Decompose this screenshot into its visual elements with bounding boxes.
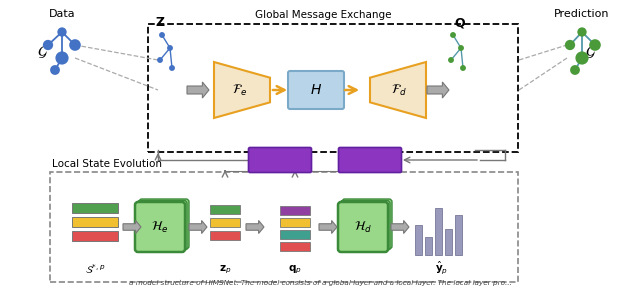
Text: $\mathcal{R}_2$: $\mathcal{R}_2$ — [362, 152, 378, 167]
Bar — [50, 172, 518, 282]
Polygon shape — [123, 220, 141, 233]
Point — [167, 66, 177, 70]
Bar — [210, 231, 240, 240]
Point — [446, 58, 456, 62]
Text: $\mathbf{q}_p$: $\mathbf{q}_p$ — [288, 264, 302, 276]
Text: $\mathbf{Z}$: $\mathbf{Z}$ — [155, 16, 165, 29]
Bar — [280, 206, 310, 215]
Point — [155, 58, 165, 62]
Text: $\mathcal{S}^{*,p}$: $\mathcal{S}^{*,p}$ — [85, 262, 105, 276]
Text: Data: Data — [49, 9, 76, 19]
Bar — [72, 203, 118, 213]
Point — [57, 56, 67, 60]
Text: Prediction: Prediction — [554, 9, 610, 19]
Text: $\mathcal{R}_1$: $\mathcal{R}_1$ — [271, 152, 289, 167]
Text: $\mathcal{F}_e$: $\mathcal{F}_e$ — [232, 82, 248, 98]
Point — [70, 43, 80, 47]
Bar — [148, 24, 518, 152]
Text: Local State Evolution: Local State Evolution — [52, 159, 162, 169]
FancyBboxPatch shape — [339, 148, 401, 172]
Bar — [280, 230, 310, 239]
Point — [577, 56, 587, 60]
Point — [165, 46, 175, 50]
FancyBboxPatch shape — [338, 202, 388, 252]
Bar — [72, 231, 118, 241]
Polygon shape — [187, 82, 209, 98]
Polygon shape — [319, 220, 337, 233]
Polygon shape — [427, 82, 449, 98]
Text: $\mathcal{H}_e$: $\mathcal{H}_e$ — [151, 220, 169, 235]
Point — [590, 43, 600, 47]
FancyBboxPatch shape — [340, 200, 390, 250]
FancyBboxPatch shape — [288, 71, 344, 109]
Polygon shape — [214, 62, 270, 118]
Bar — [425, 237, 432, 255]
Bar — [435, 208, 442, 255]
Polygon shape — [370, 62, 426, 118]
Text: $\mathcal{G}$: $\mathcal{G}$ — [36, 44, 47, 60]
FancyBboxPatch shape — [137, 200, 187, 250]
Text: Global Message Exchange: Global Message Exchange — [255, 10, 391, 20]
Point — [57, 30, 67, 34]
Point — [50, 68, 60, 72]
Point — [577, 30, 587, 34]
Text: $\mathbf{Q}$: $\mathbf{Q}$ — [454, 16, 466, 30]
Text: $\hat{\mathbf{y}}_p$: $\hat{\mathbf{y}}_p$ — [435, 259, 448, 276]
Bar — [415, 225, 422, 255]
Bar — [210, 218, 240, 227]
FancyBboxPatch shape — [248, 148, 312, 172]
Polygon shape — [391, 220, 409, 233]
Text: $\mathcal{G}$: $\mathcal{G}$ — [584, 44, 595, 60]
Point — [43, 43, 53, 47]
Point — [570, 68, 580, 72]
FancyBboxPatch shape — [135, 202, 185, 252]
Text: $H$: $H$ — [310, 83, 322, 97]
Bar — [210, 205, 240, 214]
Polygon shape — [246, 220, 264, 233]
FancyBboxPatch shape — [342, 199, 392, 249]
Bar — [455, 215, 462, 255]
Bar — [280, 242, 310, 251]
Point — [157, 33, 167, 38]
FancyBboxPatch shape — [139, 199, 189, 249]
Text: $\mathbf{z}_p$: $\mathbf{z}_p$ — [219, 264, 231, 276]
Text: a model structure of HiMSNet. The model consists of a global layer and a local l: a model structure of HiMSNet. The model … — [129, 280, 511, 286]
Point — [448, 33, 458, 38]
Text: $\mathcal{H}_d$: $\mathcal{H}_d$ — [354, 220, 372, 235]
Point — [458, 66, 468, 70]
Bar — [445, 229, 452, 255]
Text: $\mathcal{F}_d$: $\mathcal{F}_d$ — [391, 82, 407, 98]
Bar — [72, 217, 118, 227]
Point — [456, 46, 466, 50]
Bar — [280, 218, 310, 227]
Polygon shape — [189, 220, 207, 233]
Point — [565, 43, 575, 47]
